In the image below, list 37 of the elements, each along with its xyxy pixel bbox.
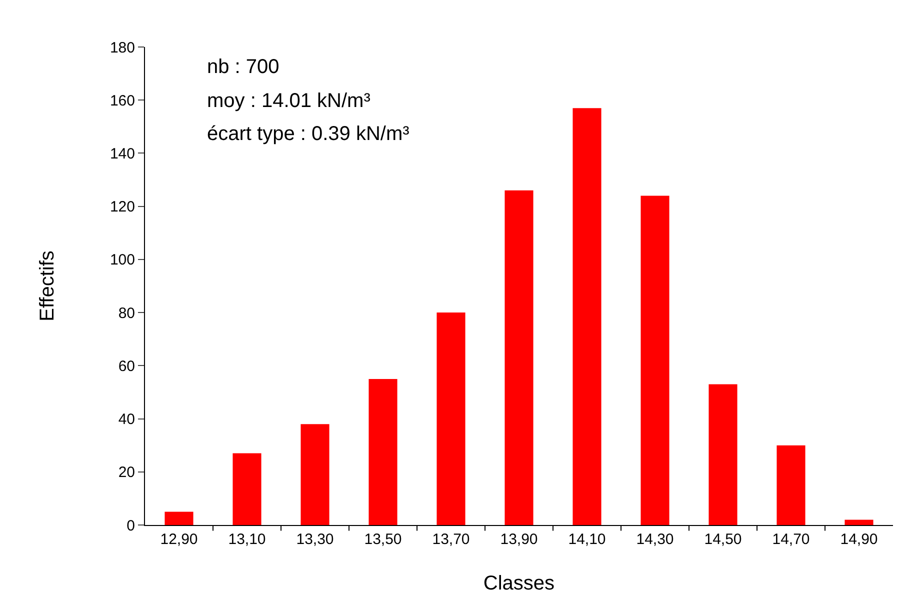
annotation: nb : 700: [207, 56, 280, 78]
bar: [640, 196, 670, 525]
y-tick-label: 60: [118, 358, 135, 375]
y-tick-label: 160: [110, 92, 135, 110]
y-tick-label: 140: [110, 145, 135, 162]
bar: [776, 445, 806, 525]
y-tick-label: 120: [110, 198, 135, 216]
x-tick-label: 14,50: [704, 531, 742, 548]
bar: [844, 520, 874, 525]
y-axis-title: Effectifs: [36, 250, 58, 322]
x-tick-label: 12,90: [160, 531, 198, 548]
x-tick-label: 13,30: [296, 531, 334, 548]
bar: [368, 378, 398, 525]
y-tick-label: 100: [110, 252, 135, 269]
x-tick-label: 13,70: [432, 531, 470, 548]
x-axis-title: Classes: [483, 572, 555, 594]
x-tick-label: 14,10: [568, 531, 606, 548]
bar: [572, 108, 602, 525]
y-tick-label: 0: [126, 517, 135, 534]
x-tick-label: 14,30: [636, 531, 674, 548]
bar: [300, 424, 330, 525]
x-tick-label: 13,10: [228, 531, 266, 548]
bar: [708, 384, 738, 525]
x-tick-label: 13,90: [500, 531, 538, 548]
bar: [436, 312, 466, 525]
y-tick-label: 80: [118, 304, 135, 322]
y-tick-label: 180: [110, 39, 135, 56]
x-tick-label: 14,90: [840, 531, 878, 548]
annotation: moy : 14.01 kN/m³: [207, 90, 371, 112]
bar: [232, 453, 262, 525]
bar: [164, 512, 194, 525]
y-tick-label: 20: [118, 464, 135, 482]
x-tick-label: 13,50: [364, 531, 402, 548]
bar: [504, 190, 534, 525]
annotation: écart type : 0.39 kN/m³: [207, 123, 410, 145]
x-tick-label: 14,70: [772, 531, 810, 548]
y-tick-label: 40: [118, 411, 135, 428]
